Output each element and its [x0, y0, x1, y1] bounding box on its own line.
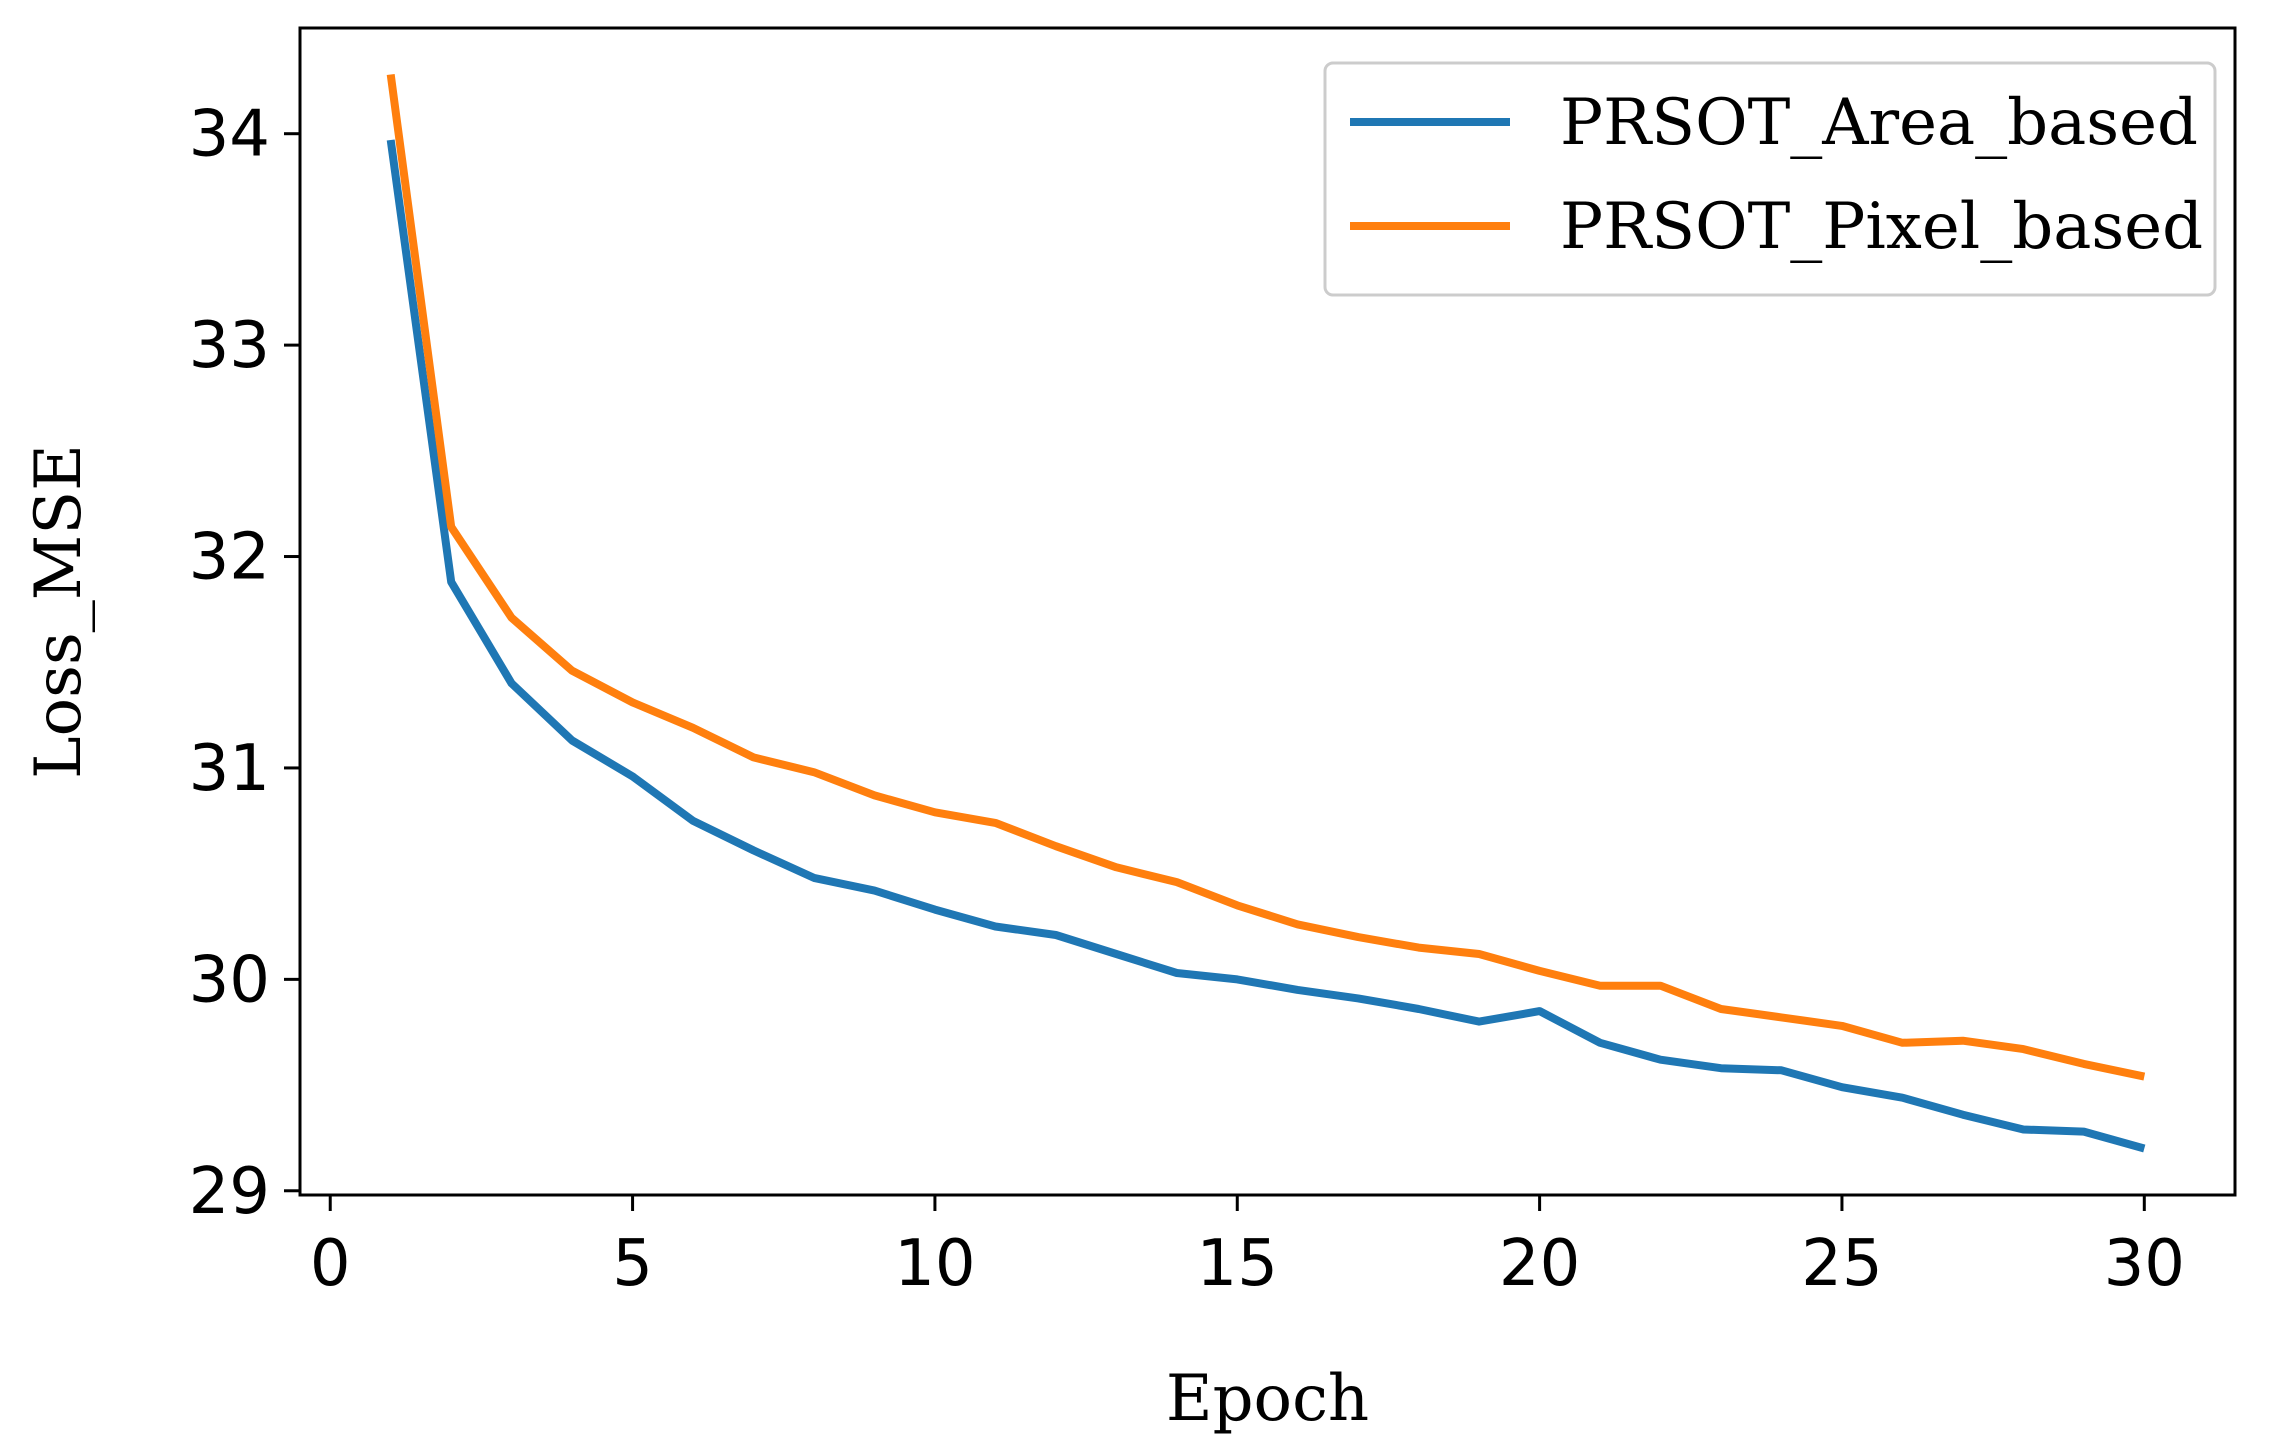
- y-tick-label: 31: [189, 732, 270, 806]
- y-tick-label: 33: [189, 309, 270, 383]
- x-tick-label: 0: [310, 1227, 351, 1301]
- x-tick-label: 15: [1197, 1227, 1278, 1301]
- legend-label-pixel: PRSOT_Pixel_based: [1560, 190, 2203, 264]
- x-axis-title: Epoch: [1166, 1362, 1369, 1436]
- legend: PRSOT_Area_based PRSOT_Pixel_based: [1323, 61, 2217, 297]
- y-axis-title: Loss_MSE: [22, 444, 96, 779]
- x-tick-label: 25: [1801, 1227, 1882, 1301]
- y-tick-label: 34: [189, 98, 270, 172]
- legend-label-area: PRSOT_Area_based: [1560, 86, 2198, 160]
- y-tick-label: 29: [189, 1155, 270, 1229]
- series-layer: [386, 73, 2146, 1153]
- series-line-pixel-based: [386, 73, 2146, 1081]
- y-tick-label: 30: [189, 943, 270, 1017]
- tick-layer: 0 5 10 15 20 25 30 29 30 31 32 33 34: [189, 98, 2185, 1301]
- x-tick-label: 5: [612, 1227, 653, 1301]
- series-line-area-based: [386, 139, 2146, 1153]
- x-tick-label: 30: [2104, 1227, 2185, 1301]
- x-tick-label: 10: [894, 1227, 975, 1301]
- y-tick-label: 32: [189, 521, 270, 595]
- plot-frame: [298, 26, 2237, 1197]
- x-tick-label: 20: [1499, 1227, 1580, 1301]
- legend-box: [1323, 61, 2217, 297]
